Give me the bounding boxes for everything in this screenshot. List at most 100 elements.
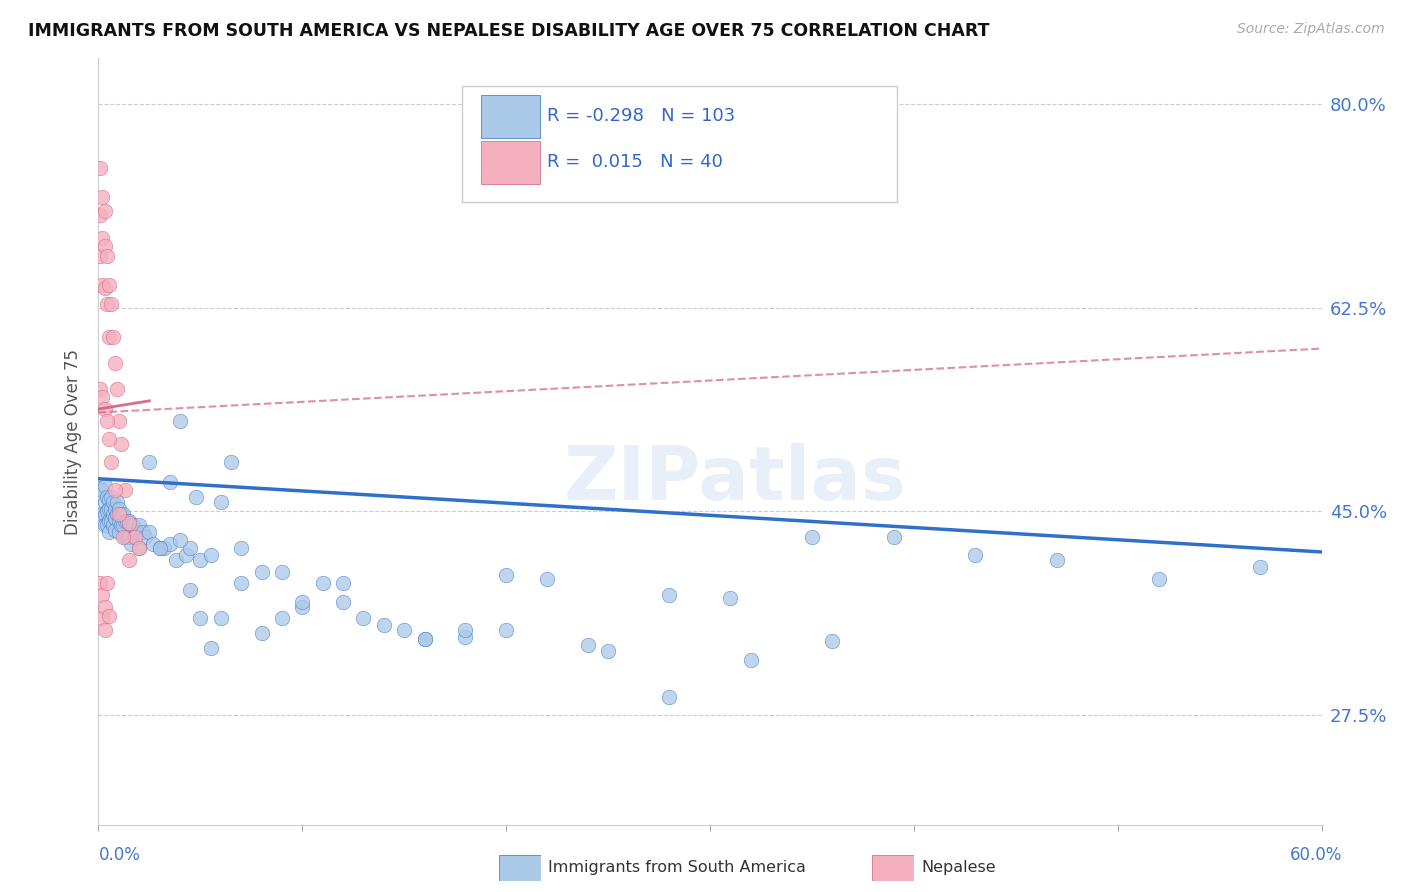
Point	[101, 330, 124, 344]
Point	[658, 588, 681, 602]
Point	[105, 495, 128, 509]
Point	[186, 491, 208, 505]
Point	[91, 611, 114, 625]
Point	[93, 204, 115, 219]
Y-axis label: Disability Age Over 75: Disability Age Over 75	[65, 349, 83, 534]
Point	[104, 483, 127, 498]
Point	[115, 530, 138, 544]
Point	[110, 437, 132, 451]
Point	[291, 595, 314, 609]
Point	[142, 537, 165, 551]
Point	[93, 402, 115, 417]
Point	[188, 553, 212, 567]
Point	[250, 565, 273, 579]
Point	[219, 455, 242, 469]
Text: R = -0.298   N = 103: R = -0.298 N = 103	[547, 106, 735, 125]
Point	[392, 623, 416, 637]
Point	[97, 492, 120, 507]
Point	[413, 632, 436, 647]
Point	[536, 572, 558, 586]
Point	[97, 432, 120, 446]
Point	[231, 576, 253, 591]
Point	[114, 483, 136, 498]
Point	[91, 231, 114, 245]
Point	[174, 549, 197, 563]
Text: IMMIGRANTS FROM SOUTH AMERICA VS NEPALESE DISABILITY AGE OVER 75 CORRELATION CHA: IMMIGRANTS FROM SOUTH AMERICA VS NEPALES…	[28, 22, 990, 40]
Point	[97, 525, 120, 540]
Point	[740, 653, 762, 667]
Text: 60.0%: 60.0%	[1291, 846, 1343, 863]
Point	[93, 518, 115, 533]
Text: Nepalese: Nepalese	[921, 861, 995, 875]
Text: Immigrants from South America: Immigrants from South America	[548, 861, 806, 875]
Point	[658, 690, 681, 705]
Point	[576, 638, 599, 652]
Point	[118, 530, 141, 544]
Point	[149, 541, 172, 556]
Point	[100, 502, 122, 516]
Point	[312, 576, 335, 591]
Point	[89, 208, 111, 222]
Point	[179, 541, 201, 556]
Point	[169, 533, 191, 548]
Point	[110, 518, 132, 533]
Point	[495, 568, 517, 582]
Point	[91, 483, 114, 498]
Point	[111, 507, 134, 521]
Point	[188, 611, 212, 625]
Text: R =  0.015   N = 40: R = 0.015 N = 40	[547, 153, 723, 170]
Point	[96, 518, 118, 533]
Point	[1045, 553, 1069, 567]
Point	[718, 591, 742, 606]
Point	[120, 518, 142, 533]
Point	[97, 502, 120, 516]
Point	[100, 297, 122, 311]
Point	[209, 495, 232, 509]
Point	[89, 481, 111, 495]
Point	[114, 530, 136, 544]
Point	[122, 518, 145, 533]
Point	[97, 514, 120, 528]
Point	[100, 455, 122, 469]
Point	[1147, 572, 1170, 586]
Point	[118, 553, 141, 567]
Point	[138, 455, 160, 469]
Point	[373, 618, 395, 632]
Point	[101, 518, 124, 533]
Point	[104, 511, 127, 525]
Point	[149, 541, 172, 556]
Point	[134, 530, 156, 544]
Point	[104, 355, 127, 369]
Point	[118, 514, 141, 528]
Point	[108, 507, 131, 521]
Point	[495, 623, 517, 637]
Point	[128, 541, 150, 556]
FancyBboxPatch shape	[461, 87, 897, 202]
Point	[97, 277, 120, 292]
Point	[105, 507, 128, 521]
Point	[598, 644, 620, 658]
Point	[200, 641, 222, 656]
Point	[96, 414, 118, 428]
Point	[93, 507, 115, 521]
Point	[114, 514, 136, 528]
Point	[108, 514, 131, 528]
Point	[97, 330, 120, 344]
Point	[108, 525, 131, 540]
Point	[159, 475, 181, 490]
Point	[108, 414, 131, 428]
Point	[127, 525, 149, 540]
Point	[128, 541, 150, 556]
Point	[89, 161, 111, 176]
Point	[454, 623, 477, 637]
Point	[105, 382, 128, 396]
Point	[93, 495, 115, 509]
Point	[96, 249, 118, 263]
Point	[128, 518, 150, 533]
Point	[115, 514, 138, 528]
Text: ZIPatlas: ZIPatlas	[564, 443, 905, 516]
Point	[104, 523, 127, 537]
Point	[821, 634, 844, 648]
Point	[100, 491, 122, 505]
Point	[93, 599, 115, 614]
